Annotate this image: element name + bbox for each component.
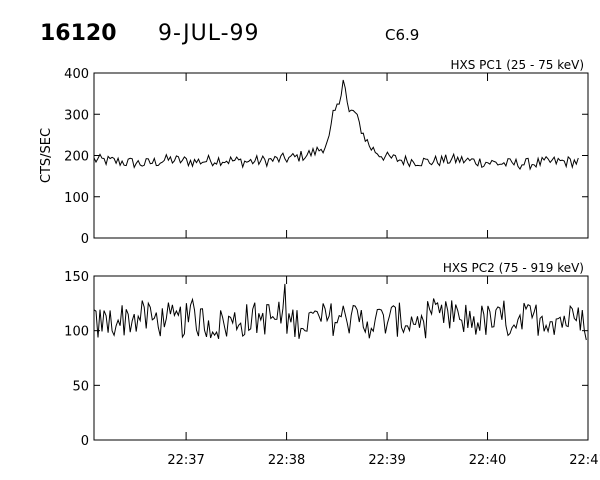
y-tick-label: 0 — [81, 434, 89, 449]
series-line — [93, 283, 587, 341]
event-id: 16120 — [40, 21, 117, 46]
panel-title: HXS PC1 (25 - 75 keV) — [450, 58, 584, 72]
series-line — [93, 79, 579, 171]
event-date: 9-JUL-99 — [158, 21, 260, 46]
pc2-panel: HXS PC2 (75 - 919 keV) 0 50 100 150 22:37 22:3… — [64, 261, 600, 468]
pc1-panel: HXS PC1 (25 - 75 keV) 0 100 200 300 400 CTS/SE… — [39, 58, 589, 247]
y-tick-label: 150 — [64, 270, 89, 285]
y-tick-label: 100 — [64, 325, 89, 340]
x-tick-label: 22:41 — [569, 453, 600, 468]
panel-title: HXS PC2 (75 - 919 keV) — [443, 261, 584, 275]
x-tick-label: 22:39 — [368, 453, 405, 468]
y-tick-label: 200 — [64, 150, 89, 165]
x-tick-label: 22:38 — [268, 453, 305, 468]
y-tick-label: 50 — [72, 379, 89, 394]
y-axis-label: CTS/SEC — [39, 128, 54, 183]
y-tick-label: 400 — [64, 67, 89, 82]
x-tick-label: 22:37 — [167, 453, 204, 468]
y-tick-label: 300 — [64, 108, 89, 123]
x-tick-label: 22:40 — [469, 453, 506, 468]
goes-class-label: C6.9 — [385, 26, 419, 44]
y-tick-label: 100 — [64, 191, 89, 206]
y-tick-label: 0 — [81, 232, 89, 247]
plot-frame — [93, 275, 589, 441]
